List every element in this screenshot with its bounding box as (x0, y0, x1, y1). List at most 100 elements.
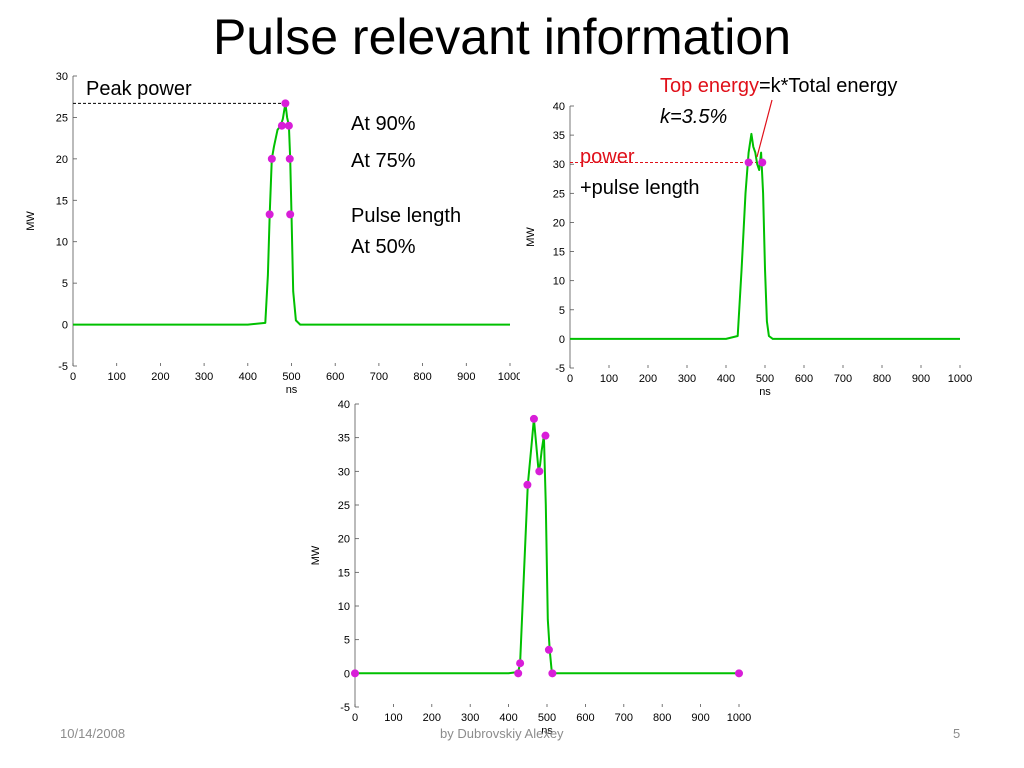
data-point-marker (758, 158, 767, 167)
x-tick-label: 400 (717, 373, 735, 385)
data-point-marker (541, 431, 550, 440)
data-point-marker (548, 669, 557, 678)
y-axis-label: MW (525, 227, 537, 247)
y-tick-label: 25 (56, 112, 68, 124)
x-tick-label: 800 (413, 371, 431, 383)
data-point-marker (265, 210, 274, 219)
data-point-marker (735, 669, 743, 678)
footer-author: by Dubrovskiy Alexey (440, 726, 564, 741)
chart-markers: -5 0 5 10 15 20 25 30 35 40 0 100 200 300 400 500 600 700… (305, 395, 765, 740)
x-tick-label: 200 (151, 371, 169, 383)
x-tick-label: 800 (653, 712, 671, 724)
chart-peak-power: -5 0 5 10 15 20 25 30 0 100 200 300 400 500 600 700 800 9… (20, 68, 520, 400)
top-energy-formula: =k*Total energy (758, 75, 898, 97)
slide-title: Pulse relevant information (212, 9, 792, 65)
y-tick-label: 10 (56, 237, 68, 249)
x-tick-label: 600 (576, 712, 594, 724)
top-energy-annotation: Top energy=k*Total energy (660, 75, 897, 97)
y-tick-label: 30 (56, 71, 68, 83)
data-point-marker (514, 669, 523, 678)
x-tick-label: 1000 (727, 712, 751, 724)
x-tick-label: 200 (639, 373, 657, 385)
x-tick-label: 900 (912, 373, 930, 385)
x-tick-label: 700 (615, 712, 633, 724)
at-90-label: At 90% (351, 113, 416, 135)
x-tick-label: 900 (457, 371, 475, 383)
y-tick-label: 0 (344, 668, 350, 680)
data-point-marker (744, 158, 753, 167)
y-tick-label: 30 (338, 466, 350, 478)
x-tick-label: 1000 (948, 373, 972, 385)
y-tick-label: 5 (559, 305, 565, 317)
data-point-marker (277, 121, 286, 130)
x-axis-label: ns (541, 725, 553, 737)
x-tick-label: 300 (678, 373, 696, 385)
y-tick-label: 15 (338, 567, 350, 579)
y-tick-label: 5 (62, 278, 68, 290)
y-axis-label: MW (25, 211, 37, 231)
y-axis-label: MW (310, 545, 322, 565)
y-tick-label: -5 (58, 361, 68, 373)
x-tick-label: 500 (282, 371, 300, 383)
y-tick-label: 35 (338, 433, 350, 445)
x-tick-label: 500 (756, 373, 774, 385)
data-point-marker (286, 210, 295, 219)
pulse-length-label: Pulse length (351, 205, 462, 227)
data-point-marker (535, 467, 544, 476)
data-point-marker (284, 121, 293, 130)
x-tick-label: 0 (70, 371, 76, 383)
x-tick-label: 0 (352, 712, 358, 724)
y-tick-label: 10 (553, 276, 565, 288)
series-line (355, 417, 739, 675)
data-point-marker (529, 414, 538, 423)
data-point-marker (267, 154, 276, 163)
x-tick-label: 400 (239, 371, 257, 383)
y-tick-label: 15 (553, 247, 565, 259)
data-point-marker (281, 99, 290, 108)
x-tick-label: 600 (795, 373, 813, 385)
y-tick-label: 25 (338, 500, 350, 512)
data-point-marker (351, 669, 359, 678)
x-tick-label: 200 (423, 712, 441, 724)
footer-date: 10/14/2008 (60, 726, 126, 741)
x-tick-label: 500 (538, 712, 556, 724)
x-tick-label: 300 (195, 371, 213, 383)
chart-top-energy: -5 0 5 10 15 20 25 30 35 40 0 100 200 300 400 500 600 700… (520, 98, 985, 398)
data-point-marker (544, 645, 553, 654)
peak-power-label: Peak power (86, 78, 192, 100)
y-tick-label: 40 (338, 399, 350, 411)
x-tick-label: 300 (461, 712, 479, 724)
at-75-label: At 75% (351, 150, 416, 172)
x-tick-label: 900 (691, 712, 709, 724)
y-tick-label: 0 (559, 334, 565, 346)
x-tick-label: 100 (600, 373, 618, 385)
x-tick-label: 800 (873, 373, 891, 385)
y-tick-label: -5 (555, 363, 565, 375)
x-tick-label: 0 (567, 373, 573, 385)
y-tick-label: 10 (338, 601, 350, 613)
y-tick-label: 40 (553, 101, 565, 113)
x-tick-label: 700 (370, 371, 388, 383)
y-tick-label: 35 (553, 130, 565, 142)
y-tick-label: 20 (56, 154, 68, 166)
data-point-marker (285, 154, 294, 163)
series-line (570, 132, 960, 340)
x-tick-label: 1000 (498, 371, 520, 383)
data-point-marker (523, 480, 532, 489)
x-tick-label: 100 (384, 712, 402, 724)
y-tick-label: 0 (62, 320, 68, 332)
y-tick-label: 25 (553, 188, 565, 200)
at-50-label: At 50% (351, 236, 416, 258)
x-tick-label: 100 (108, 371, 126, 383)
y-tick-label: 5 (344, 635, 350, 647)
x-tick-label: 400 (499, 712, 517, 724)
power-label: power (580, 146, 635, 168)
footer-page: 5 (953, 726, 961, 741)
series-line (73, 102, 510, 326)
k-value-label: k=3.5% (660, 106, 728, 128)
